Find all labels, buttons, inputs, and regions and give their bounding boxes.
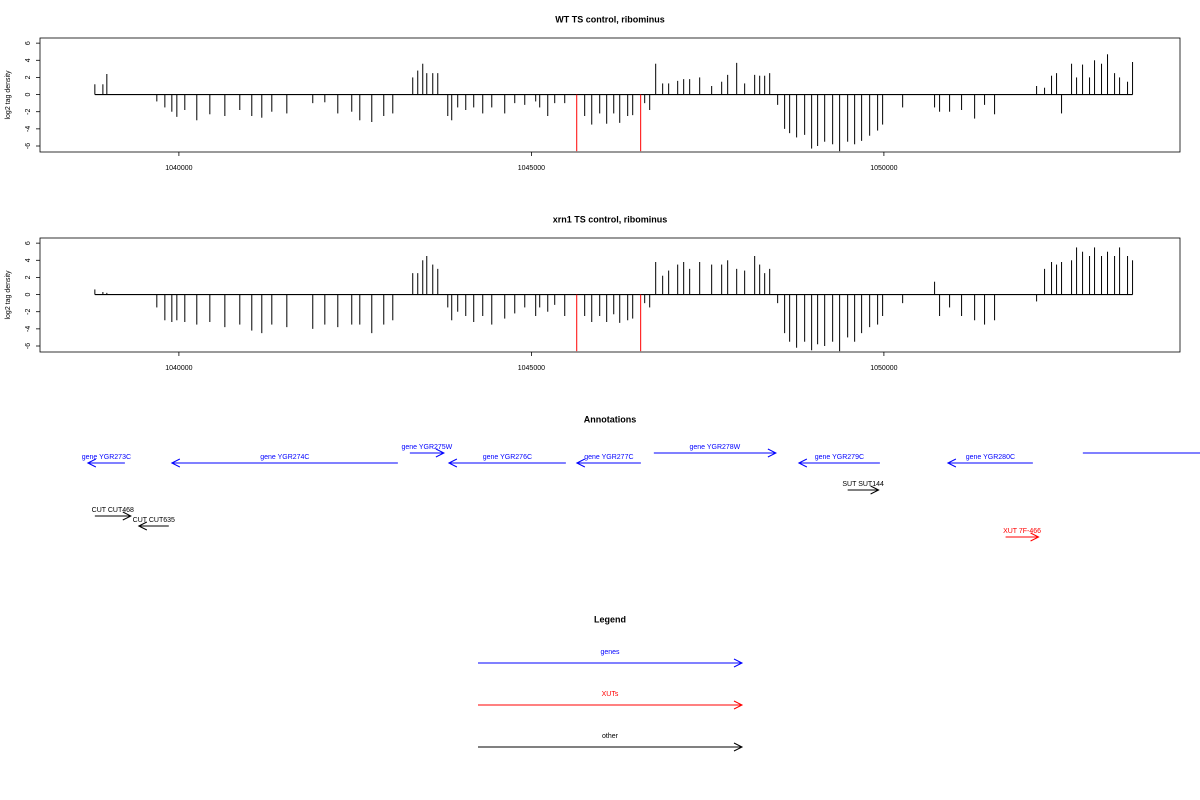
legend-label: other xyxy=(602,733,619,740)
feature-arrow xyxy=(946,458,1033,468)
feature-label: gene YGR276C xyxy=(483,454,532,461)
annotations-title: Annotations xyxy=(584,414,637,424)
y-tick-label: 4 xyxy=(25,58,32,62)
feature-arrow xyxy=(797,458,880,468)
legend-arrow xyxy=(478,658,744,668)
feature-arrow xyxy=(137,521,169,531)
x-tick-label: 1050000 xyxy=(870,165,897,172)
arrow-head xyxy=(170,458,181,468)
arrow-head xyxy=(870,485,880,495)
feature-arrow xyxy=(86,458,125,468)
arrow-head xyxy=(733,742,744,752)
arrow-head xyxy=(122,511,132,521)
feature-label: CUT CUT468 xyxy=(92,507,134,514)
y-tick-label: 6 xyxy=(25,241,32,245)
plot-frame xyxy=(39,237,1181,353)
arrow-head xyxy=(767,448,778,458)
feature-label: CUT CUT635 xyxy=(133,517,175,524)
x-tick-label: 1040000 xyxy=(165,165,192,172)
y-tick-label: 4 xyxy=(25,258,32,262)
feature-arrow xyxy=(575,458,641,468)
arrow-head xyxy=(946,458,957,468)
feature-label: gene YGR280C xyxy=(966,454,1015,461)
arrow-head xyxy=(733,658,744,668)
y-tick-label: -6 xyxy=(25,143,32,149)
feature-arrow xyxy=(170,458,398,468)
y-tick-label: -6 xyxy=(25,343,32,349)
y-tick-label: 2 xyxy=(25,275,32,279)
y-tick-label: 0 xyxy=(25,93,32,97)
legend-arrow xyxy=(478,742,744,752)
feature-label: gene YGR279C xyxy=(815,454,864,461)
y-tick-label: -2 xyxy=(25,309,32,315)
feature-arrow xyxy=(409,448,446,458)
feature-arrow xyxy=(447,458,566,468)
y-tick-label: -4 xyxy=(25,126,32,132)
arrow-head xyxy=(1030,532,1040,542)
legend-label: genes xyxy=(600,649,620,656)
feature-label: gene YGR273C xyxy=(82,454,131,461)
feature-label: gene YGR278W xyxy=(689,444,740,451)
y-axis-label: log2 tag density xyxy=(5,70,12,120)
feature-label: SUT SUT144 xyxy=(842,481,884,488)
x-tick-label: 1045000 xyxy=(518,165,545,172)
y-tick-label: 0 xyxy=(25,293,32,297)
legend-label: XUTs xyxy=(602,691,619,698)
arrow-head xyxy=(447,458,458,468)
y-tick-label: -4 xyxy=(25,326,32,332)
feature-label: gene YGR274C xyxy=(260,454,309,461)
feature-arrow xyxy=(94,511,132,521)
y-tick-label: 2 xyxy=(25,75,32,79)
feature-arrow xyxy=(847,485,880,495)
x-tick-label: 1045000 xyxy=(518,365,545,372)
arrow-head xyxy=(137,521,148,531)
plot-frame xyxy=(39,37,1181,153)
legend-arrow xyxy=(478,700,744,710)
feature-label: gene YGR277C xyxy=(584,454,633,461)
x-tick-label: 1050000 xyxy=(870,365,897,372)
arrow-head xyxy=(435,448,446,458)
feature-arrow xyxy=(653,448,778,458)
feature-label: gene YGR275W xyxy=(401,444,452,451)
y-tick-label: 6 xyxy=(25,41,32,45)
feature-arrow xyxy=(1082,452,1200,454)
arrow-head xyxy=(733,700,744,710)
legend-title: Legend xyxy=(594,614,626,624)
feature-arrow xyxy=(1005,532,1040,542)
x-tick-label: 1040000 xyxy=(165,365,192,372)
feature-label: XUT 7F-466 xyxy=(1003,528,1041,535)
arrow-head xyxy=(86,458,97,468)
y-axis-label: log2 tag density xyxy=(5,270,12,320)
chart-title: WT TS control, ribominus xyxy=(555,14,665,24)
y-tick-label: -2 xyxy=(25,109,32,115)
chart-title: xrn1 TS control, ribominus xyxy=(553,214,668,224)
arrow-head xyxy=(797,458,808,468)
arrow-head xyxy=(575,458,586,468)
